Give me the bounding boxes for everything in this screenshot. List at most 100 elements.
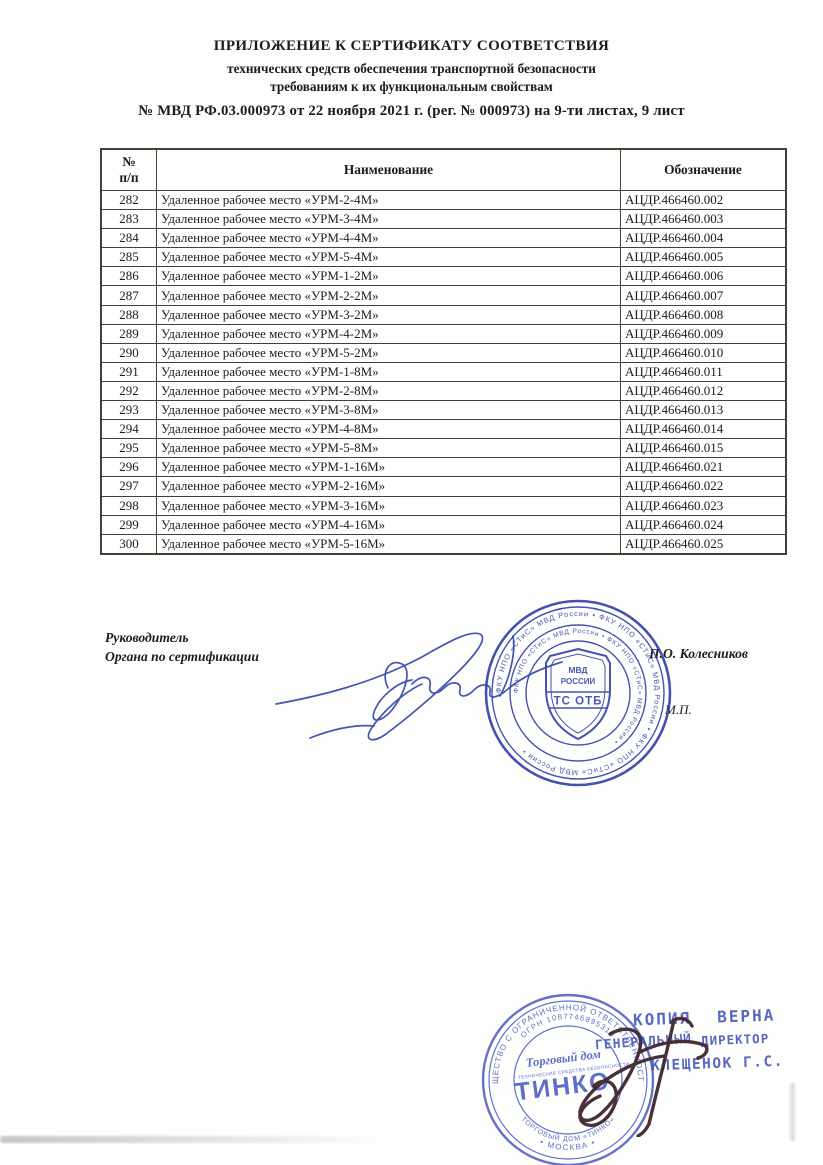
cell-code: АЦДР.466460.021	[620, 457, 787, 478]
mvd-shield-top-text: МВД	[568, 665, 587, 675]
table-row: 299 Удаленное рабочее место «УРМ-4-16М» АЦ…	[100, 514, 787, 535]
table-header: № п/п Наименование Обозначение	[100, 148, 787, 191]
cell-name: Удаленное рабочее место «УРМ-2-8М»	[156, 380, 621, 402]
cell-name: Удаленное рабочее место «УРМ-2-16М»	[156, 476, 621, 497]
subtitle-line-1: технических средств обеспечения транспор…	[227, 61, 596, 76]
cell-code: АЦДР.466460.013	[620, 400, 787, 421]
cell-num: 282	[100, 189, 157, 211]
table-row: 287 Удаленное рабочее место «УРМ-2-2М» АЦД…	[100, 285, 787, 306]
cell-num: 291	[100, 361, 157, 382]
cell-name: Удаленное рабочее место «УРМ-4-2М»	[156, 323, 621, 344]
header-num-bottom: п/п	[119, 170, 139, 185]
page-edge-shadow	[0, 1136, 385, 1143]
stamp-ring-3	[509, 624, 647, 762]
signer-name: П.О. Колесников	[649, 646, 748, 661]
table-row: 296 Удаленное рабочее место «УРМ-1-16М» АЦ…	[100, 457, 787, 478]
cell-name: Удаленное рабочее место «УРМ-5-8М»	[156, 438, 621, 459]
cell-num: 293	[100, 400, 157, 421]
cell-num: 289	[100, 323, 157, 344]
header-cell-name: Наименование	[156, 148, 621, 191]
cell-num: 287	[100, 285, 157, 306]
cell-name: Удаленное рабочее место «УРМ-2-4М»	[156, 189, 621, 211]
cell-code: АЦДР.466460.004	[620, 228, 787, 249]
table-body: 282 Удаленное рабочее место «УРМ-2-4М» АЦД…	[100, 189, 787, 555]
tinko-stamp: ОБЩЕСТВО С ОГРАНИЧЕННОЙ ОТВЕТСТВЕННОСТЬЮ…	[478, 990, 655, 1165]
cell-num: 295	[100, 438, 157, 459]
mvd-stamp: ФКУ НПО «СТиС» МВД России • ФКУ НПО «СТи…	[484, 599, 672, 787]
items-table: № п/п Наименование Обозначение 282 Удален…	[100, 148, 787, 555]
table-row: 293 Удаленное рабочее место «УРМ-3-8М» АЦД…	[100, 400, 787, 421]
table-row: 295 Удаленное рабочее место «УРМ-5-8М» АЦД…	[100, 438, 787, 459]
table-row: 289 Удаленное рабочее место «УРМ-4-2М» АЦД…	[100, 323, 787, 344]
cell-num: 296	[100, 457, 157, 478]
document-title: ПРИЛОЖЕНИЕ К СЕРТИФИКАТУ СООТВЕТСТВИЯ	[213, 38, 610, 54]
cell-num: 283	[100, 209, 157, 230]
cell-code: АЦДР.466460.015	[620, 438, 787, 459]
certificate-number-line: № МВД РФ.03.000973 от 22 ноября 2021 г. …	[138, 103, 685, 119]
cell-name: Удаленное рабочее место «УРМ-4-4М»	[156, 228, 621, 249]
mvd-shield-band-text: ТС ОТБ	[554, 696, 603, 708]
cell-name: Удаленное рабочее место «УРМ-5-16М»	[156, 533, 621, 555]
tinko-ring-inner	[513, 1025, 623, 1135]
cell-name: Удаленное рабочее место «УРМ-3-4М»	[156, 209, 621, 230]
cell-code: АЦДР.466460.014	[620, 419, 787, 440]
tinko-ring-outer	[481, 993, 655, 1165]
cell-num: 300	[100, 533, 157, 555]
cell-code: АЦДР.466460.022	[620, 476, 787, 497]
subtitle-line-2: требованиям к их функциональным свойства…	[270, 79, 553, 94]
cell-name: Удаленное рабочее место «УРМ-4-16М»	[156, 514, 621, 535]
table-row: 300 Удаленное рабочее место «УРМ-5-16М» АЦ…	[100, 533, 787, 555]
table-header-row: № п/п Наименование Обозначение	[100, 148, 787, 191]
cell-name: Удаленное рабочее место «УРМ-5-2М»	[156, 342, 621, 363]
cell-code: АЦДР.466460.010	[620, 342, 787, 363]
signer-role-line-2: Органа по сертификации	[105, 649, 259, 664]
cell-name: Удаленное рабочее место «УРМ-3-2М»	[156, 304, 621, 325]
table-row: 283 Удаленное рабочее место «УРМ-3-4М» АЦД…	[100, 209, 787, 230]
table-row: 288 Удаленное рабочее место «УРМ-3-2М» АЦД…	[100, 304, 787, 325]
stamp-ring-outer	[484, 599, 672, 787]
cell-name: Удаленное рабочее место «УРМ-1-16М»	[156, 457, 621, 478]
table-row: 298 Удаленное рабочее место «УРМ-3-16М» АЦ…	[100, 495, 787, 516]
shield-outline-inner	[550, 653, 606, 734]
stamp-ring-inner	[525, 640, 631, 746]
cell-name: Удаленное рабочее место «УРМ-3-16М»	[156, 495, 621, 516]
cell-num: 284	[100, 228, 157, 249]
cell-name: Удаленное рабочее место «УРМ-4-8М»	[156, 419, 621, 440]
cell-code: АЦДР.466460.008	[620, 304, 787, 325]
document-header: ПРИЛОЖЕНИЕ К СЕРТИФИКАТУ СООТВЕТСТВИЯ те…	[0, 38, 823, 96]
table-row: 297 Удаленное рабочее место «УРМ-2-16М» АЦ…	[100, 476, 787, 497]
cell-name: Удаленное рабочее место «УРМ-1-8М»	[156, 361, 621, 382]
table-row: 290 Удаленное рабочее место «УРМ-5-2М» АЦД…	[100, 342, 787, 363]
table-row: 285 Удаленное рабочее место «УРМ-5-4М» АЦД…	[100, 247, 787, 268]
shield-outline	[545, 647, 611, 741]
cell-code: АЦДР.466460.005	[620, 247, 787, 268]
cell-code: АЦДР.466460.011	[620, 361, 787, 382]
cell-code: АЦДР.466460.023	[620, 495, 787, 516]
cell-num: 290	[100, 342, 157, 363]
cell-name: Удаленное рабочее место «УРМ-2-2М»	[156, 285, 621, 306]
mvd-shield-mid-text: РОССИИ	[561, 677, 596, 686]
handwritten-signature-blue	[275, 632, 563, 741]
header-cell-num: № п/п	[100, 148, 157, 191]
cell-name: Удаленное рабочее место «УРМ-1-2М»	[156, 266, 621, 287]
cell-num: 298	[100, 495, 157, 516]
cell-num: 288	[100, 304, 157, 325]
tinko-ring-2	[488, 1000, 648, 1160]
seal-place-mark: М.П.	[665, 702, 692, 717]
table-row: 286 Удаленное рабочее место «УРМ-1-2М» АЦД…	[100, 266, 787, 287]
cell-code: АЦДР.466460.002	[620, 189, 787, 211]
cell-code: АЦДР.466460.009	[620, 323, 787, 344]
cell-num: 299	[100, 514, 157, 535]
table-row: 291 Удаленное рабочее место «УРМ-1-8М» АЦД…	[100, 361, 787, 382]
table-row: 292 Удаленное рабочее место «УРМ-2-8М» АЦД…	[100, 380, 787, 402]
cell-name: Удаленное рабочее место «УРМ-5-4М»	[156, 247, 621, 268]
table-row: 294 Удаленное рабочее место «УРМ-4-8М» АЦД…	[100, 419, 787, 440]
cell-name: Удаленное рабочее место «УРМ-3-8М»	[156, 400, 621, 421]
cell-code: АЦДР.466460.006	[620, 266, 787, 287]
scan-streak-artifact	[788, 1083, 797, 1141]
cell-code: АЦДР.466460.012	[620, 380, 787, 402]
cell-code: АЦДР.466460.024	[620, 514, 787, 535]
header-cell-code: Обозначение	[620, 148, 787, 191]
handwritten-signature-dark	[578, 1016, 709, 1137]
